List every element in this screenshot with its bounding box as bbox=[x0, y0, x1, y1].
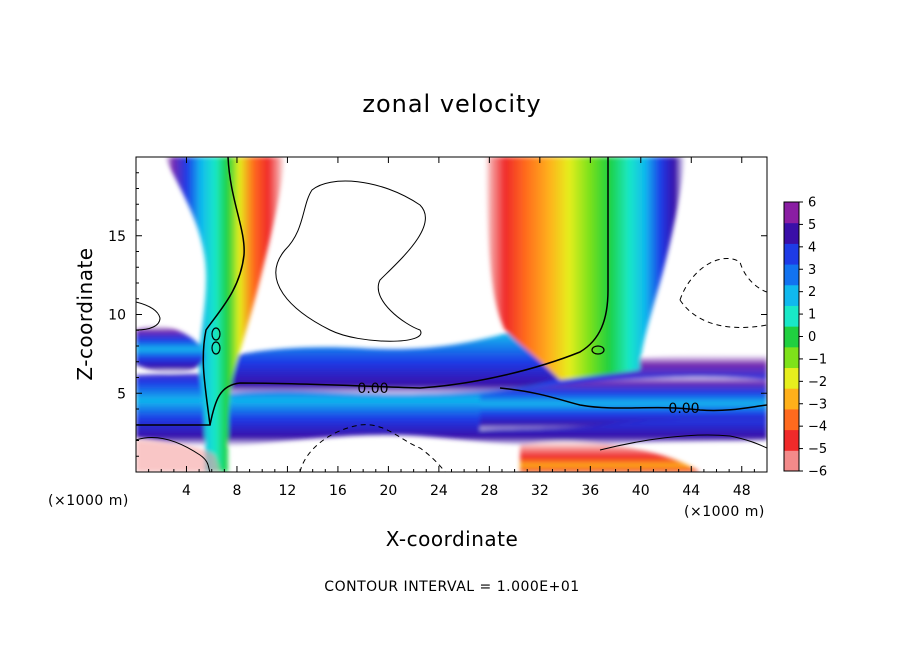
x-tick-label: 48 bbox=[733, 483, 751, 499]
colorbar-tick-label: 1 bbox=[808, 308, 816, 323]
y-tick-label: 15 bbox=[108, 229, 126, 245]
contour-small-circles bbox=[211, 327, 605, 355]
colorbar-swatch bbox=[784, 450, 799, 472]
x-axis-label: X-coordinate bbox=[386, 527, 519, 551]
y-tick-label: 5 bbox=[117, 386, 126, 402]
x-tick-label: 4 bbox=[182, 483, 191, 499]
colorbar-tick-label: 2 bbox=[808, 285, 816, 300]
x-tick-label: 44 bbox=[682, 483, 700, 499]
contour-dashed-bottom bbox=[299, 424, 446, 472]
color-field bbox=[136, 157, 767, 472]
colorbar-tick-label: 4 bbox=[808, 240, 816, 255]
plot-field: 0.00 0.00 bbox=[136, 157, 767, 472]
contour-label: 0.00 bbox=[668, 401, 699, 417]
contour-zero-left bbox=[202, 157, 245, 426]
field-left-lobe bbox=[136, 325, 204, 373]
y-axis-ticks: 5 10 15 bbox=[108, 172, 767, 457]
y-axis-label: Z-coordinate bbox=[73, 247, 97, 380]
colorbar-tick-label: 5 bbox=[808, 218, 816, 233]
colorbar-swatch bbox=[784, 222, 799, 244]
x-tick-label: 24 bbox=[430, 483, 448, 499]
contour-bottom-right bbox=[599, 434, 767, 451]
contour-interval-note: CONTOUR INTERVAL = 1.000E+01 bbox=[324, 579, 579, 595]
x-tick-label: 40 bbox=[632, 483, 650, 499]
colorbar-swatch bbox=[784, 264, 799, 286]
x-tick-label: 32 bbox=[531, 483, 549, 499]
x-tick-label: 12 bbox=[279, 483, 297, 499]
contour-zero-right bbox=[499, 387, 767, 412]
colorbar-swatch bbox=[784, 367, 799, 389]
colorbar-swatch bbox=[784, 202, 799, 224]
field-bottom-left bbox=[136, 440, 220, 472]
chart-title: zonal velocity bbox=[362, 90, 541, 118]
contour-lines bbox=[136, 157, 767, 472]
x-tick-label: 36 bbox=[581, 483, 599, 499]
colorbar-tick-label: −3 bbox=[808, 397, 827, 412]
field-bottom-warm bbox=[520, 441, 700, 472]
colorbar-swatch bbox=[784, 429, 799, 451]
x-axis-ticks: 4 8 12 16 20 24 28 32 36 40 44 48 bbox=[148, 157, 755, 499]
colorbar-tick-label: 6 bbox=[808, 196, 816, 211]
contour-bottom-left bbox=[136, 437, 211, 472]
colorbar-swatch bbox=[784, 388, 799, 410]
colorbar-swatch bbox=[784, 346, 799, 369]
y-tick-label: 10 bbox=[108, 308, 126, 324]
colorbar-tick-label: −1 bbox=[808, 352, 827, 367]
x-tick-label: 8 bbox=[232, 483, 241, 499]
field-right-band bbox=[485, 157, 685, 380]
contour-left-small bbox=[136, 301, 161, 331]
colorbar: 6 5 4 3 2 1 0 −1 −2 −3 −4 −5 −6 bbox=[783, 196, 827, 480]
colorbar-tick-label: 3 bbox=[808, 263, 816, 278]
x-tick-label: 20 bbox=[379, 483, 397, 499]
colorbar-tick-label: −2 bbox=[808, 375, 827, 390]
x-tick-label: 16 bbox=[329, 483, 347, 499]
colorbar-swatch bbox=[784, 305, 799, 327]
colorbar-tick-label: −5 bbox=[808, 442, 827, 457]
x-unit-label: (×1000 m) bbox=[684, 504, 765, 520]
colorbar-swatch bbox=[784, 408, 799, 431]
colorbar-swatch bbox=[784, 243, 799, 265]
field-left-band bbox=[165, 157, 285, 472]
colorbar-swatch bbox=[784, 284, 799, 306]
colorbar-swatch bbox=[784, 326, 799, 348]
field-right-stream bbox=[480, 377, 767, 430]
contour-label: 0.00 bbox=[357, 381, 388, 397]
z-unit-label: (×1000 m) bbox=[48, 493, 129, 509]
contour-upper-loop bbox=[275, 180, 426, 342]
colorbar-tick-label: −6 bbox=[808, 465, 827, 480]
colorbar-tick-label: −4 bbox=[808, 420, 827, 435]
x-tick-label: 28 bbox=[480, 483, 498, 499]
contour-dashed-right bbox=[679, 257, 767, 328]
colorbar-tick-label: 0 bbox=[808, 330, 816, 345]
contour-zero-main bbox=[136, 157, 609, 426]
